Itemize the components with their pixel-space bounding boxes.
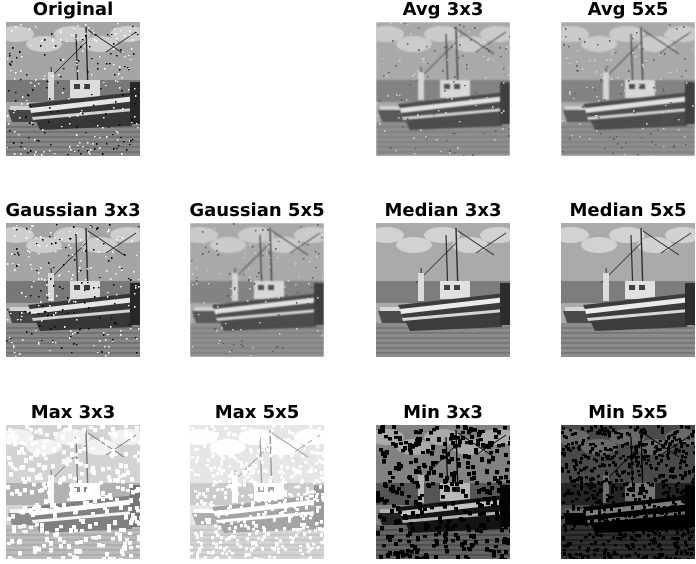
- filtered-image: [376, 223, 510, 357]
- filtered-image: [6, 22, 140, 156]
- filtered-image: [376, 425, 510, 559]
- panel-title: Min 3x3: [403, 402, 483, 423]
- filtered-image: [376, 22, 510, 156]
- panel-title: Min 5x5: [588, 402, 668, 423]
- filtered-image: [190, 223, 324, 357]
- filtered-image: [561, 22, 695, 156]
- panel-title: Gaussian 5x5: [189, 200, 325, 221]
- filtered-image: [561, 223, 695, 357]
- panel-title: Median 5x5: [569, 200, 687, 221]
- panel-title: Gaussian 3x3: [5, 200, 141, 221]
- panel-title: Avg 3x3: [402, 0, 484, 20]
- filtered-image: [6, 223, 140, 357]
- panel-title: Max 3x3: [30, 402, 116, 423]
- panel-title: Max 5x5: [214, 402, 300, 423]
- panel-title: Avg 5x5: [587, 0, 669, 20]
- filtered-image: [561, 425, 695, 559]
- filtered-image: [190, 425, 324, 559]
- panel-title: Median 3x3: [384, 200, 502, 221]
- panel-title: Original: [32, 0, 114, 20]
- filtered-image: [6, 425, 140, 559]
